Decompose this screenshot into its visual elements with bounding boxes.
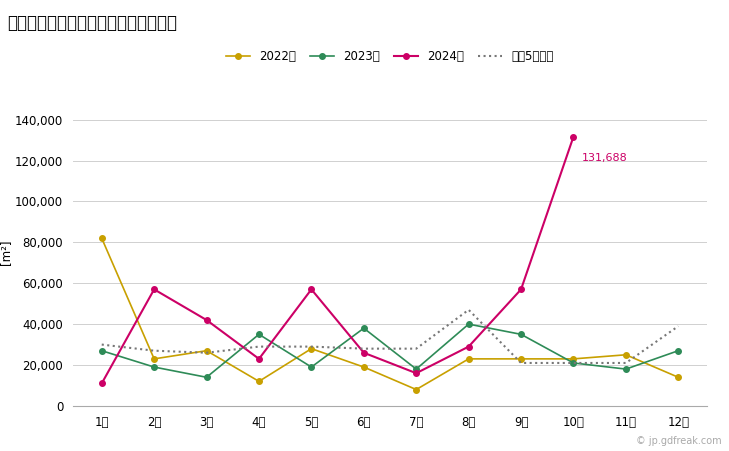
過去5年平均 [254, 344, 263, 350]
2024年 [98, 381, 106, 386]
2024年 [412, 370, 421, 376]
2023年 [464, 322, 473, 327]
過去5年平均 [98, 342, 106, 347]
2022年 [307, 346, 316, 351]
Line: 過去5年平均: 過去5年平均 [102, 310, 678, 363]
2022年 [359, 364, 368, 370]
2022年 [98, 235, 106, 241]
2023年 [98, 348, 106, 354]
2024年 [359, 350, 368, 355]
2024年 [254, 356, 263, 362]
2024年 [517, 287, 526, 292]
2022年 [517, 356, 526, 362]
過去5年平均 [359, 346, 368, 351]
2022年 [149, 356, 158, 362]
Text: © jp.gdfreak.com: © jp.gdfreak.com [636, 437, 722, 446]
2024年 [307, 287, 316, 292]
2023年 [202, 375, 211, 380]
Legend: 2022年, 2023年, 2024年, 過去5年平均: 2022年, 2023年, 2024年, 過去5年平均 [226, 50, 554, 63]
2022年 [569, 356, 578, 362]
2022年 [464, 356, 473, 362]
過去5年平均 [149, 348, 158, 354]
過去5年平均 [464, 307, 473, 313]
過去5年平均 [412, 346, 421, 351]
Text: 131,688: 131,688 [581, 153, 627, 163]
Text: 佐賀県の非居住用建築物の着工床面積: 佐賀県の非居住用建築物の着工床面積 [7, 14, 177, 32]
2023年 [412, 366, 421, 372]
2022年 [622, 352, 631, 358]
2023年 [307, 364, 316, 370]
Line: 2022年: 2022年 [99, 235, 681, 392]
過去5年平均 [517, 360, 526, 366]
2023年 [254, 331, 263, 337]
Y-axis label: [m²]: [m²] [0, 240, 12, 265]
2022年 [674, 375, 682, 380]
2023年 [359, 326, 368, 331]
2023年 [622, 366, 631, 372]
過去5年平均 [569, 360, 578, 366]
2024年 [569, 134, 578, 139]
2024年 [202, 318, 211, 323]
2023年 [517, 331, 526, 337]
2022年 [254, 379, 263, 384]
2024年 [149, 287, 158, 292]
過去5年平均 [307, 344, 316, 350]
過去5年平均 [202, 350, 211, 355]
Line: 2023年: 2023年 [99, 322, 681, 380]
過去5年平均 [622, 360, 631, 366]
2023年 [149, 364, 158, 370]
Line: 2024年: 2024年 [99, 134, 576, 386]
2022年 [202, 348, 211, 354]
2023年 [569, 360, 578, 366]
2022年 [412, 387, 421, 392]
2024年 [464, 344, 473, 350]
過去5年平均 [674, 323, 682, 329]
2023年 [674, 348, 682, 354]
